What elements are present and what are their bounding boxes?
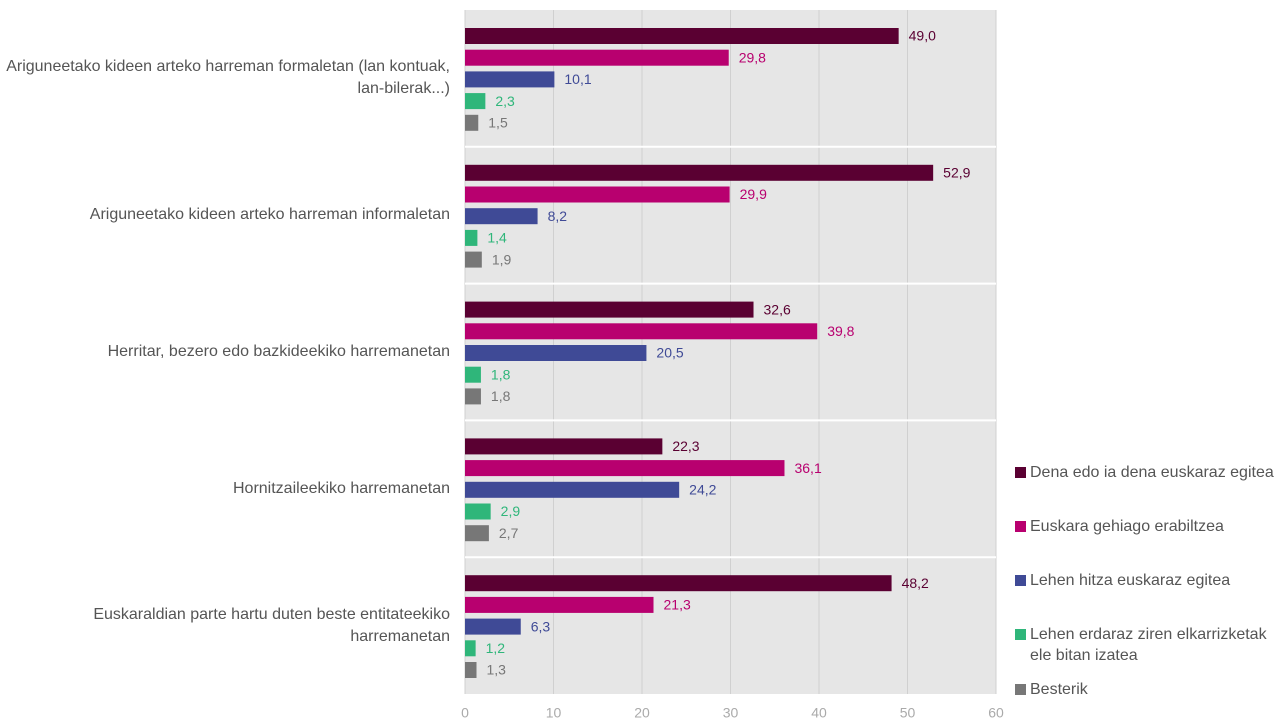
bar [465,323,818,340]
value-label: 1,2 [486,640,506,656]
bar [465,438,663,455]
legend-label: Lehen hitza euskaraz egitea [1030,572,1231,589]
legend-label: Dena edo ia dena euskaraz egitea [1030,464,1274,481]
legend-swatch [1015,629,1026,640]
x-tick-label: 30 [723,705,739,721]
value-label: 1,5 [488,115,508,131]
x-tick-label: 50 [900,705,916,721]
value-label: 24,2 [689,482,716,498]
value-label: 21,3 [664,597,691,613]
category-label: Ariguneetako kideen arteko harreman info… [89,206,450,224]
bar [465,71,555,88]
value-label: 6,3 [531,618,551,634]
value-label: 39,8 [827,323,854,339]
value-label: 20,5 [656,345,683,361]
value-label: 2,3 [495,93,515,109]
legend-item: Lehen hitza euskaraz egitea [1015,570,1275,591]
bar [465,28,899,44]
value-label: 48,2 [902,575,929,591]
legend-swatch [1015,521,1026,532]
legend-swatch [1015,575,1026,586]
legend-item: Dena edo ia dena euskaraz egitea [1015,462,1275,483]
bar [465,481,680,498]
legend-item: Euskara gehiago erabiltzea [1015,516,1275,537]
bar [465,93,486,110]
legend-label: Euskara gehiago erabiltzea [1030,518,1224,535]
bar [465,186,730,203]
bar [465,49,729,66]
category-label: Euskaraldian parte hartu duten beste ent… [93,605,450,645]
value-label: 1,8 [491,388,511,404]
bar [465,208,538,225]
bar [465,575,892,592]
value-label: 52,9 [943,165,970,181]
bar [465,345,647,361]
legend-label: Lehen erdaraz ziren elkarrizketak ele bi… [1030,626,1267,664]
legend-item: Lehen erdaraz ziren elkarrizketak ele bi… [1015,624,1275,666]
bar [465,366,481,383]
bar [465,640,476,657]
bar [465,662,477,678]
value-label: 8,2 [548,208,568,224]
value-label: 1,4 [487,230,507,246]
bar [465,251,482,268]
bar [465,114,479,131]
legend-swatch [1015,684,1026,695]
x-tick-label: 40 [811,705,827,721]
value-label: 49,0 [909,28,936,44]
x-tick-label: 60 [988,705,1004,721]
value-label: 29,9 [740,186,767,202]
x-tick-label: 20 [634,705,650,721]
bar [465,618,521,635]
bar [465,460,785,477]
value-label: 10,1 [564,71,591,87]
category-label: Ariguneetako kideen arteko harreman form… [6,58,450,98]
category-label: Herritar, bezero edo bazkideekiko harrem… [107,343,450,360]
bar [465,503,491,520]
legend-swatch [1015,467,1026,478]
bar [465,164,934,181]
x-tick-label: 10 [546,705,562,721]
bar [465,525,489,542]
value-label: 2,7 [499,525,519,541]
bar [465,301,754,318]
bar [465,388,481,405]
category-label: Hornitzaileekiko harremanetan [233,479,450,497]
value-label: 2,9 [501,503,521,519]
value-label: 29,8 [739,49,766,65]
value-label: 1,8 [491,366,511,382]
bar [465,229,478,246]
legend-label: Besterik [1030,681,1088,698]
legend-item: Besterik [1015,679,1275,700]
value-label: 32,6 [764,301,791,317]
bar [465,596,654,613]
value-label: 36,1 [794,460,821,476]
value-label: 1,3 [487,662,507,678]
value-label: 22,3 [672,438,699,454]
x-tick-label: 0 [461,705,469,721]
value-label: 1,9 [492,251,512,267]
